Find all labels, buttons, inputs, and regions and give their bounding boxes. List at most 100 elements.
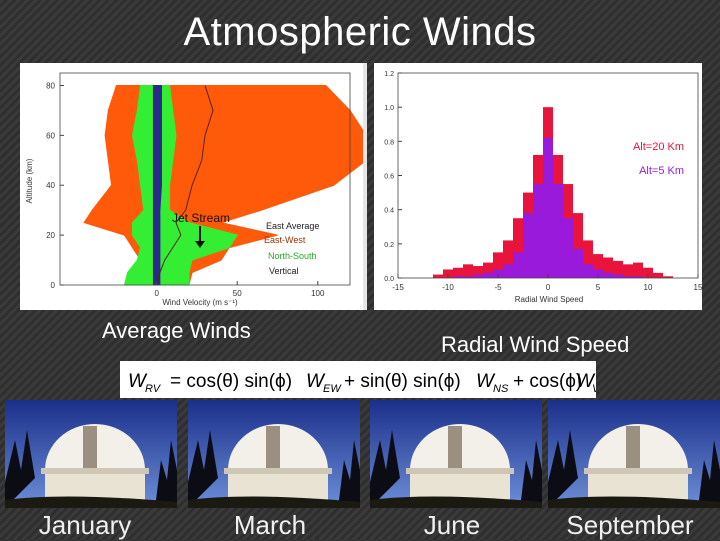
east-west-annotation: East-West — [264, 235, 306, 245]
legend-series-1: Alt=5 Km — [639, 165, 684, 177]
svg-text:+ sin(θ) sin(ϕ): + sin(θ) sin(ϕ) — [344, 371, 461, 392]
vertical-annotation: Vertical — [269, 266, 299, 276]
histogram-bar-0 — [583, 240, 593, 278]
profile-band-2 — [152, 84, 162, 286]
slide-title: Atmospheric Winds — [183, 10, 537, 54]
month-label: June — [423, 510, 481, 540]
east-average-line — [156, 85, 214, 286]
histogram-bar-1 — [633, 276, 643, 278]
histogram-bar-1 — [503, 264, 513, 278]
y-tick-label: 1.2 — [384, 71, 394, 78]
y-tick-label: 0.8 — [384, 139, 394, 146]
svg-text:W: W — [476, 371, 496, 392]
observatory-photo — [548, 400, 720, 508]
svg-text:W: W — [576, 371, 596, 392]
histogram-x-axis-label: Radial Wind Speed — [515, 295, 583, 304]
histogram-bar-1 — [493, 269, 503, 278]
histogram-bar-1 — [623, 276, 633, 278]
histogram-bar-0 — [603, 257, 613, 278]
y-tick-label: 0.4 — [384, 208, 394, 215]
x-tick-label: 0 — [154, 289, 159, 298]
histogram-bar-1 — [513, 252, 523, 278]
svg-text:EW: EW — [323, 383, 342, 395]
average-winds-chart: 0 50 100 0 20 40 60 80 Wind Velocity (m s⁻¹) Alti… — [25, 72, 367, 307]
svg-text:W: W — [306, 371, 326, 392]
x-tick-label: 50 — [233, 289, 242, 298]
month-label: March — [233, 510, 307, 540]
x-tick-label: 15 — [694, 283, 702, 292]
histogram-bar-0 — [663, 276, 673, 278]
profile-y-axis-label: Altitude (km) — [25, 158, 34, 203]
radial-wind-chart: -15 -10 -5 0 5 10 15 0.0 0.2 0.4 0.6 0.8 1.0 1.2 Radia… — [384, 71, 703, 304]
y-tick-label: 80 — [46, 81, 55, 90]
svg-text:+ cos(ϕ): + cos(ϕ) — [513, 371, 582, 392]
y-tick-label: 1.0 — [384, 105, 394, 112]
east-average-annotation: East Average — [266, 221, 319, 231]
x-tick-label: -10 — [442, 283, 454, 292]
histogram-bar-1 — [593, 269, 603, 278]
x-tick-label: 0 — [546, 283, 551, 292]
histogram-bar-1 — [453, 276, 463, 278]
histogram-bar-1 — [473, 274, 483, 278]
month-label: September — [566, 510, 694, 540]
profile-x-axis-label: Wind Velocity (m s⁻¹) — [162, 298, 238, 307]
jet-stream-annotation: Jet Stream — [172, 211, 230, 225]
y-tick-label: 40 — [46, 181, 55, 190]
histogram-bar-0 — [573, 213, 583, 278]
observatory-dome-illustration — [188, 400, 360, 508]
wind-projection-formula: W RV = cos(θ) sin(ϕ) W EW + sin(θ) sin(ϕ… — [120, 361, 601, 398]
histogram-bar-0 — [593, 254, 603, 278]
histogram-bar-1 — [543, 137, 553, 278]
month-label: January — [38, 510, 132, 540]
svg-text:W: W — [128, 371, 148, 392]
profile-plot-frame — [59, 72, 351, 286]
histogram-bar-0 — [633, 262, 643, 278]
histogram-bar-1 — [463, 276, 473, 278]
x-tick-label: -15 — [392, 283, 404, 292]
histogram-bar-1 — [603, 272, 613, 278]
formula-graphic: W RV = cos(θ) sin(ϕ) W EW + sin(θ) sin(ϕ… — [128, 371, 601, 395]
svg-text:V: V — [592, 383, 596, 395]
histogram-bar-0 — [643, 267, 653, 278]
radial-wind-caption: Radial Wind Speed — [441, 332, 630, 357]
y-tick-label: 0.2 — [384, 242, 394, 249]
histogram-bar-0 — [443, 269, 453, 278]
histogram-bar-1 — [563, 218, 573, 278]
average-winds-panel: 0 50 100 0 20 40 60 80 Wind Velocity (m s⁻¹) Alti… — [20, 63, 367, 310]
svg-text:RV: RV — [145, 383, 162, 395]
observatory-photo — [188, 400, 360, 508]
y-tick-label: 0 — [51, 281, 56, 290]
average-winds-caption: Average Winds — [102, 318, 251, 343]
y-tick-label: 20 — [46, 231, 55, 240]
histogram-bar-1 — [573, 248, 583, 278]
x-tick-label: 100 — [311, 289, 325, 298]
observatory-dome-illustration — [370, 400, 542, 508]
histogram-bar-1 — [583, 264, 593, 278]
histogram-bar-1 — [523, 213, 533, 278]
x-tick-label: 5 — [596, 283, 601, 292]
histogram-bar-0 — [483, 262, 493, 278]
observatory-dome-illustration — [5, 400, 177, 508]
svg-text:= cos(θ) sin(ϕ): = cos(θ) sin(ϕ) — [170, 371, 292, 392]
svg-text:NS: NS — [493, 383, 509, 395]
north-south-annotation: North-South — [268, 251, 317, 261]
y-tick-label: 0.0 — [384, 276, 394, 283]
profile-band-1 — [123, 84, 239, 286]
histogram-bar-0 — [653, 272, 663, 278]
observatory-dome-illustration — [548, 400, 720, 508]
histogram-bar-0 — [473, 266, 483, 278]
histogram-bar-0 — [513, 218, 523, 278]
histogram-bar-0 — [453, 267, 463, 278]
observatory-photo — [5, 400, 177, 508]
radial-wind-panel: -15 -10 -5 0 5 10 15 0.0 0.2 0.4 0.6 0.8 1.0 1.2 Radia… — [374, 63, 703, 310]
histogram-bar-1 — [553, 184, 563, 278]
histogram-bar-0 — [463, 264, 473, 278]
legend-series-0: Alt=20 Km — [633, 141, 684, 153]
profile-band-0 — [83, 84, 367, 286]
histogram-bar-0 — [493, 252, 503, 278]
histogram-bar-0 — [613, 260, 623, 278]
jet-stream-arrow-head — [195, 241, 205, 248]
y-tick-label: 60 — [46, 131, 55, 140]
histogram-bar-1 — [613, 274, 623, 278]
histogram-bar-0 — [433, 274, 443, 278]
